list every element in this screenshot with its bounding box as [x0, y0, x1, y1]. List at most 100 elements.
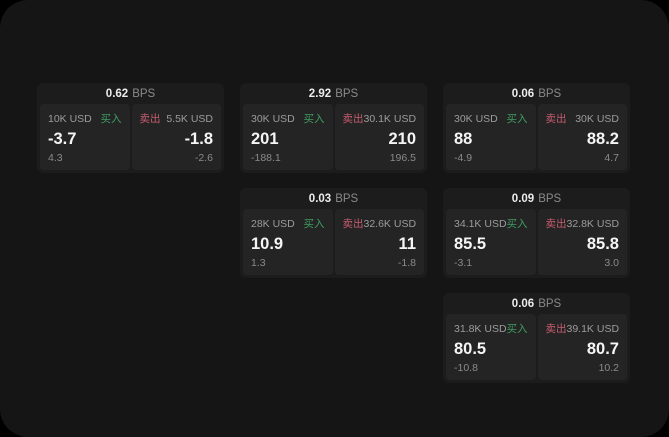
buy-price: 85.5	[454, 234, 487, 253]
buy-labels: 28K USD 买入	[251, 216, 325, 231]
buy-side-label: 买入	[303, 113, 325, 125]
quote-panels: 34.1K USD 买入 85.5 -3.1 卖出 32.8K USD 85.8…	[443, 209, 630, 278]
sell-change: 196.5	[389, 151, 416, 164]
bps-value: 0.06	[511, 297, 535, 310]
buy-side-label: 买入	[506, 323, 528, 335]
quote-card: 0.09 BPS 34.1K USD 买入 85.5 -3.1 卖出 32.8K…	[443, 188, 630, 278]
quote-panels: 28K USD 买入 10.9 1.3 卖出 32.6K USD 11 -1.8	[240, 209, 427, 278]
buy-change: 4.3	[48, 151, 63, 164]
sell-panel[interactable]: 卖出 39.1K USD 80.7 10.2	[537, 314, 627, 380]
sell-labels: 卖出 32.6K USD	[343, 216, 417, 231]
sell-change: 3.0	[604, 256, 619, 269]
sell-amount: 39.1K USD	[566, 323, 620, 335]
buy-price: 80.5	[454, 339, 487, 358]
sell-side-label: 卖出	[342, 218, 364, 230]
bps-value: 0.06	[511, 87, 535, 100]
sell-change: 10.2	[598, 361, 619, 374]
buy-panel[interactable]: 31.8K USD 买入 80.5 -10.8	[446, 314, 536, 380]
sell-labels: 卖出 39.1K USD	[546, 321, 620, 336]
bps-value: 2.92	[308, 87, 332, 100]
sell-panel[interactable]: 卖出 30.1K USD 210 196.5	[334, 104, 424, 170]
sell-amount: 5.5K USD	[166, 113, 213, 125]
quote-card: 0.62 BPS 10K USD 买入 -3.7 4.3 卖出 5.5K USD	[37, 83, 224, 173]
buy-amount: 30K USD	[251, 113, 295, 125]
buy-labels: 10K USD 买入	[48, 111, 122, 126]
bps-unit-label: BPS	[538, 87, 562, 100]
quote-card: 2.92 BPS 30K USD 买入 201 -188.1 卖出 30.1K …	[240, 83, 427, 173]
buy-labels: 34.1K USD 买入	[454, 216, 528, 231]
bps-value: 0.09	[511, 192, 535, 205]
buy-price: 10.9	[251, 234, 284, 253]
sell-labels: 卖出 30K USD	[546, 111, 620, 126]
sell-price: 210	[388, 129, 416, 148]
buy-side-label: 买入	[100, 113, 122, 125]
bps-unit-label: BPS	[538, 297, 562, 310]
bps-value: 0.03	[308, 192, 332, 205]
bps-header: 0.03 BPS	[240, 188, 427, 209]
bps-header: 0.09 BPS	[443, 188, 630, 209]
buy-panel[interactable]: 30K USD 买入 201 -188.1	[243, 104, 333, 170]
bps-value: 0.62	[105, 87, 129, 100]
quote-panels: 30K USD 买入 88 -4.9 卖出 30K USD 88.2 4.7	[443, 104, 630, 173]
bps-unit-label: BPS	[132, 87, 156, 100]
sell-amount: 30K USD	[575, 113, 619, 125]
buy-amount: 30K USD	[454, 113, 498, 125]
buy-amount: 28K USD	[251, 218, 295, 230]
buy-amount: 10K USD	[48, 113, 92, 125]
buy-change: -3.1	[454, 256, 473, 269]
sell-side-label: 卖出	[545, 113, 567, 125]
buy-price: -3.7	[48, 129, 77, 148]
bps-unit-label: BPS	[335, 192, 359, 205]
buy-side-label: 买入	[506, 113, 528, 125]
sell-side-label: 卖出	[342, 113, 364, 125]
sell-panel[interactable]: 卖出 5.5K USD -1.8 -2.6	[131, 104, 221, 170]
buy-labels: 30K USD 买入	[454, 111, 528, 126]
sell-panel[interactable]: 卖出 30K USD 88.2 4.7	[537, 104, 627, 170]
buy-change: -4.9	[454, 151, 473, 164]
sell-side-label: 卖出	[545, 218, 567, 230]
buy-change: -10.8	[454, 361, 478, 374]
sell-side-label: 卖出	[139, 113, 161, 125]
sell-amount: 32.8K USD	[566, 218, 620, 230]
buy-panel[interactable]: 30K USD 买入 88 -4.9	[446, 104, 536, 170]
sell-change: -2.6	[194, 151, 213, 164]
quote-card: 0.03 BPS 28K USD 买入 10.9 1.3 卖出 32.6K US…	[240, 188, 427, 278]
buy-labels: 31.8K USD 买入	[454, 321, 528, 336]
bps-header: 0.06 BPS	[443, 83, 630, 104]
quote-panels: 30K USD 买入 201 -188.1 卖出 30.1K USD 210 1…	[240, 104, 427, 173]
sell-labels: 卖出 5.5K USD	[140, 111, 214, 126]
bps-header: 0.62 BPS	[37, 83, 224, 104]
sell-panel[interactable]: 卖出 32.8K USD 85.8 3.0	[537, 209, 627, 275]
buy-price: 201	[251, 129, 279, 148]
quote-panels: 10K USD 买入 -3.7 4.3 卖出 5.5K USD -1.8 -2.…	[37, 104, 224, 173]
buy-change: 1.3	[251, 256, 266, 269]
buy-panel[interactable]: 28K USD 买入 10.9 1.3	[243, 209, 333, 275]
buy-amount: 31.8K USD	[454, 323, 507, 335]
quote-card: 0.06 BPS 31.8K USD 买入 80.5 -10.8 卖出 39.1…	[443, 293, 630, 383]
sell-amount: 32.6K USD	[363, 218, 417, 230]
sell-change: 4.7	[604, 151, 619, 164]
buy-panel[interactable]: 10K USD 买入 -3.7 4.3	[40, 104, 130, 170]
sell-price: 11	[398, 234, 416, 253]
buy-change: -188.1	[251, 151, 281, 164]
bps-header: 2.92 BPS	[240, 83, 427, 104]
sell-price: 85.8	[586, 234, 619, 253]
sell-price: -1.8	[184, 129, 213, 148]
buy-panel[interactable]: 34.1K USD 买入 85.5 -3.1	[446, 209, 536, 275]
sell-price: 88.2	[586, 129, 619, 148]
buy-amount: 34.1K USD	[454, 218, 507, 230]
sell-change: -1.8	[397, 256, 416, 269]
bps-unit-label: BPS	[538, 192, 562, 205]
quote-card: 0.06 BPS 30K USD 买入 88 -4.9 卖出 30K USD	[443, 83, 630, 173]
quote-grid: 0.62 BPS 10K USD 买入 -3.7 4.3 卖出 5.5K USD	[37, 83, 630, 383]
sell-side-label: 卖出	[545, 323, 567, 335]
bps-unit-label: BPS	[335, 87, 359, 100]
buy-labels: 30K USD 买入	[251, 111, 325, 126]
buy-side-label: 买入	[303, 218, 325, 230]
sell-panel[interactable]: 卖出 32.6K USD 11 -1.8	[334, 209, 424, 275]
buy-price: 88	[454, 129, 473, 148]
sell-labels: 卖出 30.1K USD	[343, 111, 417, 126]
quote-panels: 31.8K USD 买入 80.5 -10.8 卖出 39.1K USD 80.…	[443, 314, 630, 383]
sell-amount: 30.1K USD	[363, 113, 417, 125]
